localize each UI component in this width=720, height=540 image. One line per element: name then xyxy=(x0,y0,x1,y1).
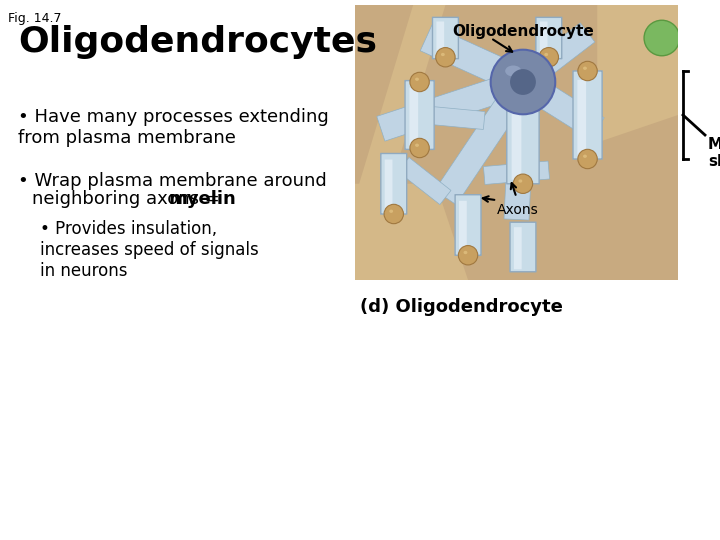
Polygon shape xyxy=(377,70,527,141)
Circle shape xyxy=(644,20,680,56)
Polygon shape xyxy=(504,82,536,220)
Polygon shape xyxy=(426,106,485,130)
Polygon shape xyxy=(516,23,595,91)
Circle shape xyxy=(578,149,598,168)
Text: Fig. 14.7: Fig. 14.7 xyxy=(8,12,61,25)
FancyBboxPatch shape xyxy=(577,80,586,154)
Text: Oligodendrocyte: Oligodendrocyte xyxy=(452,24,594,39)
Polygon shape xyxy=(398,158,451,205)
Circle shape xyxy=(578,62,598,80)
Text: • Have many processes extending
from plasma membrane: • Have many processes extending from pla… xyxy=(18,108,329,147)
Circle shape xyxy=(513,174,533,193)
Polygon shape xyxy=(435,75,534,205)
Text: neighboring axons =: neighboring axons = xyxy=(32,190,225,208)
Text: • Wrap plasma membrane around: • Wrap plasma membrane around xyxy=(18,172,327,190)
Ellipse shape xyxy=(518,179,522,183)
Ellipse shape xyxy=(390,210,393,213)
FancyBboxPatch shape xyxy=(536,17,562,59)
Polygon shape xyxy=(420,25,528,94)
Circle shape xyxy=(513,92,533,111)
FancyBboxPatch shape xyxy=(512,110,521,180)
Polygon shape xyxy=(355,5,446,198)
Circle shape xyxy=(410,138,429,158)
Ellipse shape xyxy=(415,144,419,147)
Circle shape xyxy=(539,48,559,67)
Text: myelin: myelin xyxy=(168,190,235,208)
Ellipse shape xyxy=(464,251,467,254)
FancyBboxPatch shape xyxy=(459,201,467,252)
Text: Myelin
sheath: Myelin sheath xyxy=(708,137,720,170)
Polygon shape xyxy=(483,161,549,185)
FancyBboxPatch shape xyxy=(540,22,547,57)
Text: Oligodendrocytes: Oligodendrocytes xyxy=(18,25,377,59)
FancyBboxPatch shape xyxy=(455,195,481,255)
FancyBboxPatch shape xyxy=(514,227,522,269)
FancyBboxPatch shape xyxy=(405,80,434,150)
Circle shape xyxy=(436,48,455,67)
Circle shape xyxy=(384,204,403,224)
Circle shape xyxy=(410,72,429,92)
Polygon shape xyxy=(598,5,678,143)
Ellipse shape xyxy=(505,65,521,77)
Ellipse shape xyxy=(415,78,419,81)
Text: (d) Oligodendrocyte: (d) Oligodendrocyte xyxy=(360,298,563,316)
Circle shape xyxy=(459,246,478,265)
FancyBboxPatch shape xyxy=(507,101,539,184)
Polygon shape xyxy=(516,71,604,140)
Ellipse shape xyxy=(518,97,522,100)
Circle shape xyxy=(510,69,536,95)
FancyBboxPatch shape xyxy=(573,71,602,159)
Polygon shape xyxy=(355,5,678,280)
Text: • Provides insulation,
increases speed of signals
in neurons: • Provides insulation, increases speed o… xyxy=(40,220,258,280)
FancyBboxPatch shape xyxy=(410,87,418,146)
Ellipse shape xyxy=(583,154,587,158)
FancyBboxPatch shape xyxy=(436,22,444,57)
Polygon shape xyxy=(355,184,468,280)
Circle shape xyxy=(490,50,555,114)
Ellipse shape xyxy=(441,53,445,56)
Text: Axons: Axons xyxy=(497,203,539,217)
FancyBboxPatch shape xyxy=(381,153,407,214)
FancyBboxPatch shape xyxy=(433,17,459,59)
FancyBboxPatch shape xyxy=(384,159,392,211)
FancyBboxPatch shape xyxy=(510,222,536,272)
Ellipse shape xyxy=(583,66,587,70)
Ellipse shape xyxy=(544,53,548,56)
